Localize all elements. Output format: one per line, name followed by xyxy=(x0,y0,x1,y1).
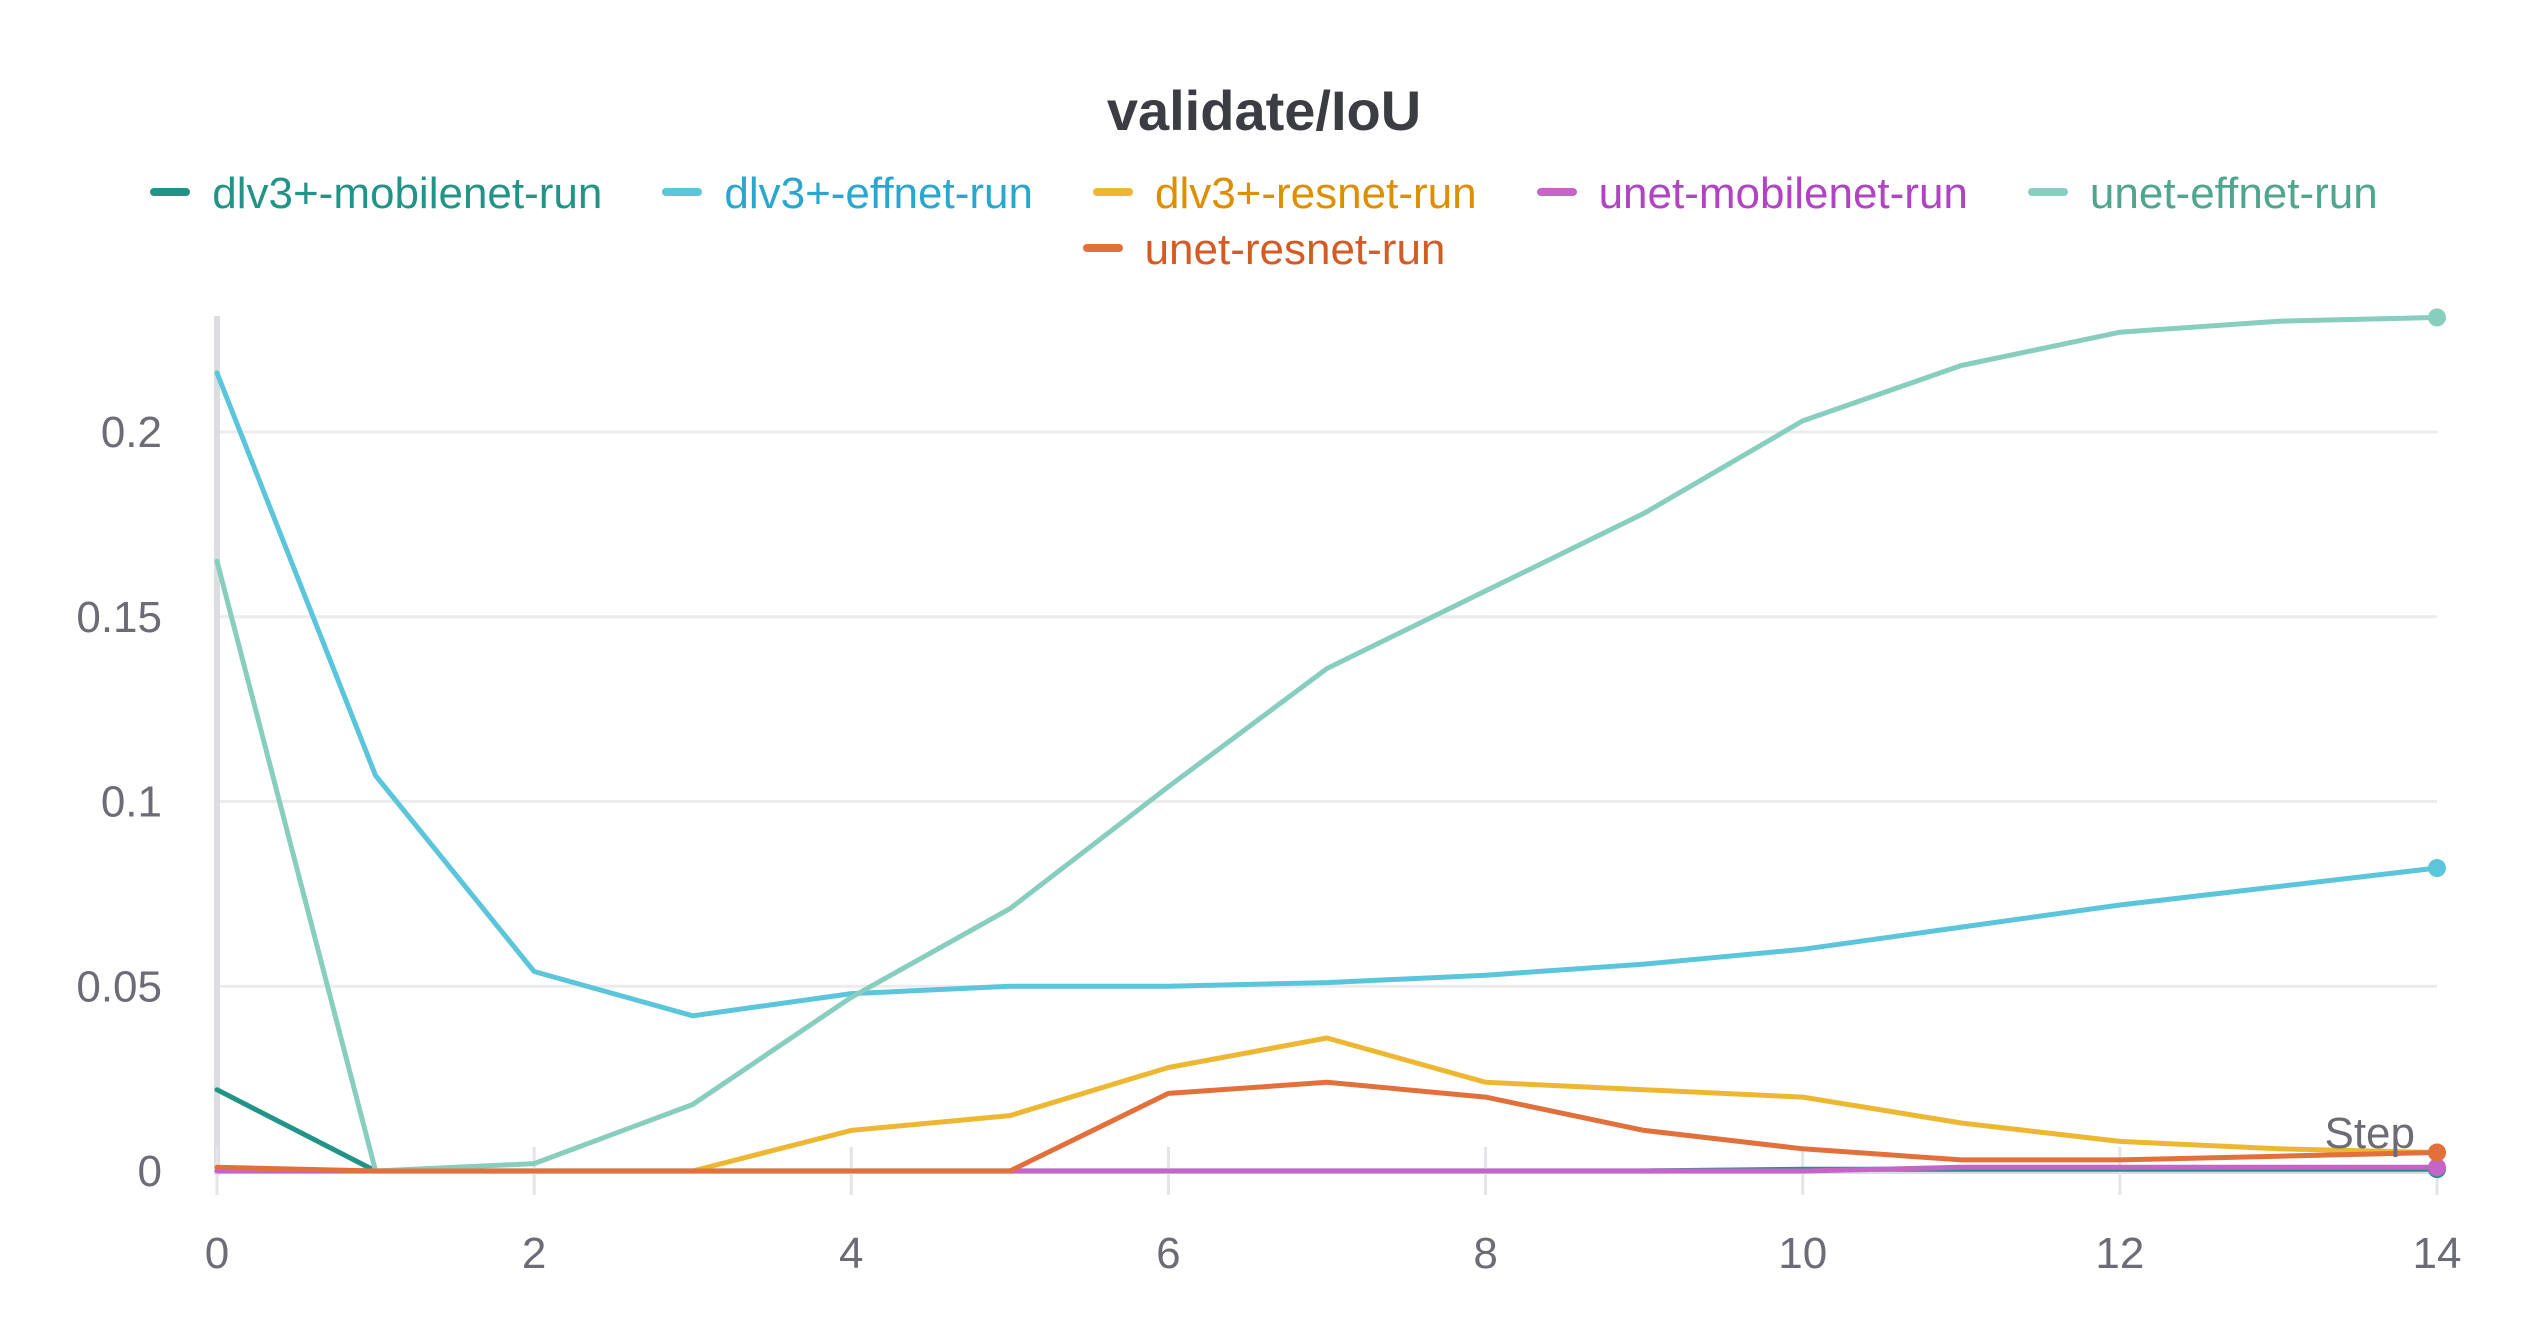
series-end-point[interactable] xyxy=(2428,859,2446,878)
chart-title: validate/IoU xyxy=(1106,79,1422,142)
legend-label: unet-mobilenet-run xyxy=(1598,169,1968,218)
legend-label: dlv3+-mobilenet-run xyxy=(212,169,603,218)
y-tick-label: 0 xyxy=(138,1147,162,1196)
y-tick-label: 0.2 xyxy=(101,408,162,457)
tick-labels: 0 0.05 0.1 0.15 0.2 0 2 4 6 8 10 12 14 Step xyxy=(76,408,2461,1278)
series-line[interactable] xyxy=(214,1079,2440,1174)
y-tick-label: 0.05 xyxy=(76,962,162,1011)
series-end-point[interactable] xyxy=(2428,1158,2446,1177)
chart-legend: dlv3+-mobilenet-run dlv3+-effnet-run dlv3+… xyxy=(0,166,2528,278)
series-lines xyxy=(214,308,2446,1179)
legend-swatch xyxy=(1536,188,1577,197)
legend-swatch xyxy=(1082,244,1123,253)
series-line[interactable] xyxy=(214,370,2440,1019)
axes xyxy=(214,316,2439,1195)
legend-swatch xyxy=(2027,188,2068,197)
y-tick-label: 0.15 xyxy=(76,593,162,642)
legend-item[interactable]: unet-effnet-run xyxy=(2027,166,2378,222)
x-axis-label: Step xyxy=(2324,1109,2415,1158)
legend-item[interactable]: unet-resnet-run xyxy=(1082,222,1446,278)
x-tick-label: 8 xyxy=(1473,1229,1497,1278)
x-tick-label: 14 xyxy=(2413,1229,2462,1278)
x-tick-label: 2 xyxy=(522,1229,546,1278)
x-tick-label: 4 xyxy=(839,1229,863,1278)
legend-item[interactable]: dlv3+-effnet-run xyxy=(662,166,1033,222)
legend-swatch xyxy=(1092,188,1133,197)
x-tick-label: 12 xyxy=(2095,1229,2144,1278)
legend-item[interactable]: dlv3+-mobilenet-run xyxy=(150,166,602,222)
legend-label: unet-effnet-run xyxy=(2089,169,2378,218)
legend-item[interactable]: unet-mobilenet-run xyxy=(1536,166,1968,222)
series-line[interactable] xyxy=(214,1035,2440,1174)
legend-label: unet-resnet-run xyxy=(1144,225,1446,274)
x-tick-label: 10 xyxy=(1778,1229,1827,1278)
legend-item[interactable]: dlv3+-resnet-run xyxy=(1092,166,1477,222)
legend-label: dlv3+-resnet-run xyxy=(1154,169,1477,218)
series-end-point[interactable] xyxy=(2428,308,2446,327)
series-end-point[interactable] xyxy=(2428,1143,2446,1162)
x-tick-label: 6 xyxy=(1156,1229,1180,1278)
legend-swatch xyxy=(150,188,191,197)
grid-lines xyxy=(217,430,2437,988)
y-tick-label: 0.1 xyxy=(101,778,162,827)
x-tick-label: 0 xyxy=(205,1229,229,1278)
legend-swatch xyxy=(662,188,703,197)
legend-label: dlv3+-effnet-run xyxy=(724,169,1033,218)
series-line[interactable] xyxy=(214,315,2440,1174)
